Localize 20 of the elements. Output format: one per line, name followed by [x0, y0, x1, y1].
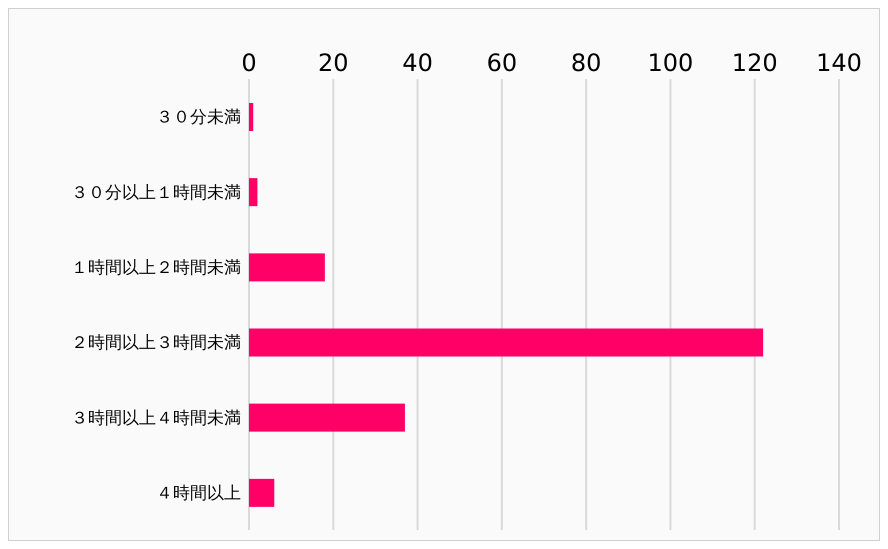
bar: [249, 328, 764, 356]
x-tick-label: 0: [241, 49, 257, 77]
x-tick-label: 120: [732, 49, 778, 77]
x-tick-label: 100: [648, 49, 694, 77]
y-tick-label: ２時間以上３時間未満: [71, 333, 241, 354]
y-tick-label: ３０分未満: [156, 108, 241, 128]
x-tick-label: 140: [816, 49, 862, 77]
bar: [249, 178, 258, 206]
bar: [249, 103, 254, 131]
x-tick-label: 20: [318, 49, 349, 77]
x-tick-label: 40: [402, 49, 433, 77]
bar: [249, 404, 405, 432]
y-tick-label: １時間以上２時間未満: [71, 258, 241, 278]
bar: [249, 253, 325, 282]
y-tick-label: ３０分以上１時間未満: [71, 182, 241, 203]
x-tick-label: 60: [486, 49, 518, 77]
y-tick-label: ３時間以上４時間未満: [71, 408, 241, 428]
y-tick-label: ４時間以上: [156, 483, 241, 504]
x-tick-label: 80: [570, 49, 602, 77]
bar: [249, 478, 274, 507]
